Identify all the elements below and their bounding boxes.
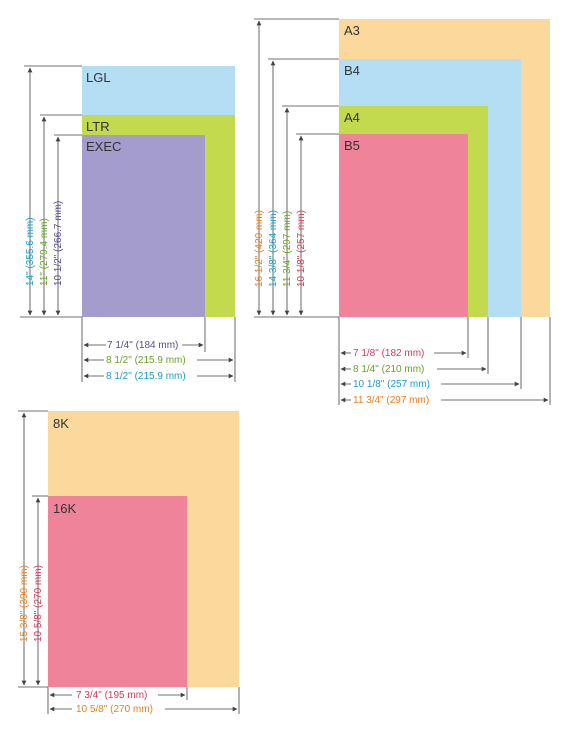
group-chinese-sizes: 8K 16K 15 3/8" (390 mm) 10 5/8" (270 mm)… <box>18 410 240 715</box>
k16-width-label: 7 3/4" (195 mm) <box>76 690 147 701</box>
k8-width-label: 10 5/8" (270 mm) <box>76 704 153 715</box>
k8-label: 8K <box>53 416 69 431</box>
a4-height-label: 11 3/4" (297 mm) <box>282 211 293 287</box>
b4-width-label: 10 1/8" (257 mm) <box>353 379 430 390</box>
b5-height-label: 10 1/8" (257 mm) <box>296 210 307 287</box>
group-us-sizes: LGL LTR EXEC 14" (355.6 mm) 11" (279.4 m… <box>20 65 236 382</box>
k16-sheet <box>48 496 187 687</box>
ltr-label: LTR <box>86 119 110 134</box>
b5-sheet <box>339 134 468 317</box>
exec-width-label: 7 1/4" (184 mm) <box>107 340 178 351</box>
group-iso-sizes: A3 B4 A4 B5 16 1/2" (420 mm) 14 3/8" (36… <box>254 18 551 406</box>
b5-width-label: 7 1/8" (182 mm) <box>353 348 424 359</box>
exec-sheet <box>82 135 205 317</box>
k8-height-label: 15 3/8" (390 mm) <box>19 565 30 642</box>
lgl-height-label: 14" (355.6 mm) <box>25 217 36 286</box>
a4-label: A4 <box>344 110 360 125</box>
ltr-height-label: 11" (279.4 mm) <box>39 218 50 286</box>
b4-label: B4 <box>344 63 360 78</box>
a4-width-label: 8 1/4" (210 mm) <box>353 364 424 375</box>
a3-label: A3 <box>344 23 360 38</box>
b4-height-label: 14 3/8" (364 mm) <box>268 210 279 287</box>
k16-height-label: 10 5/8" (270 mm) <box>33 565 44 642</box>
exec-height-label: 10 1/2" (266.7 mm) <box>53 201 64 286</box>
k16-label: 16K <box>53 501 76 516</box>
a3-width-label: 11 3/4" (297 mm) <box>353 395 429 406</box>
lgl-width-label: 8 1/2" (215.9 mm) <box>106 371 186 382</box>
b5-label: B5 <box>344 138 360 153</box>
a3-height-label: 16 1/2" (420 mm) <box>254 210 265 287</box>
exec-label: EXEC <box>86 139 121 154</box>
lgl-label: LGL <box>86 70 111 85</box>
ltr-width-label: 8 1/2" (215.9 mm) <box>106 355 186 366</box>
